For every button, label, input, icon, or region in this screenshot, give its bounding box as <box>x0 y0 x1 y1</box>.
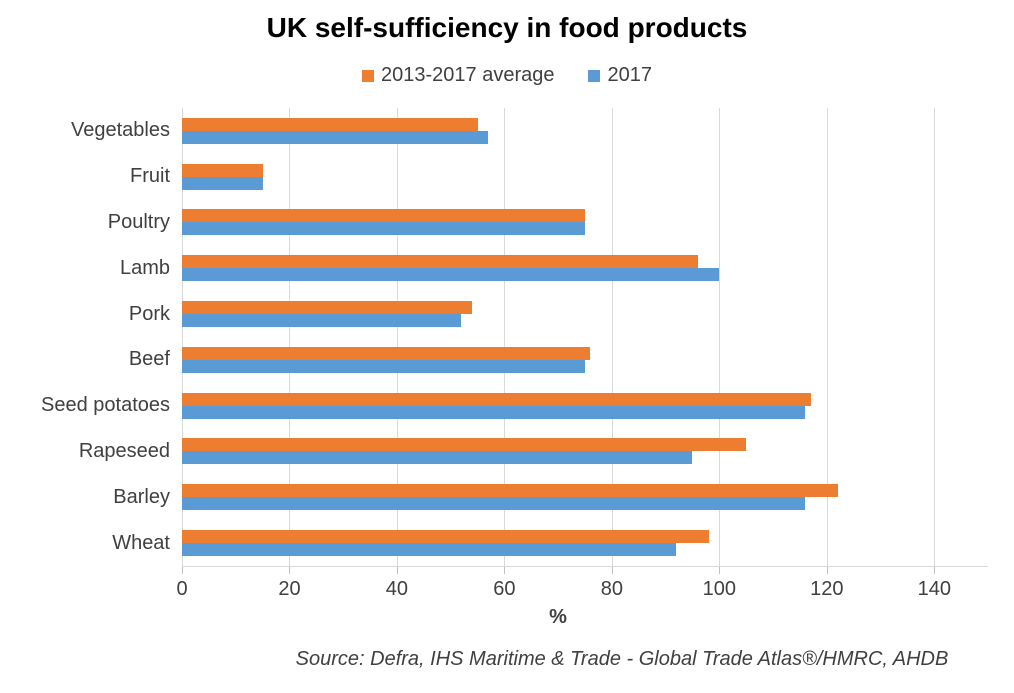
category-bars <box>182 392 988 419</box>
bar-2017 <box>182 268 720 282</box>
bar-2017 <box>182 359 585 373</box>
category-bars <box>182 346 988 373</box>
category-label: Rapeseed <box>78 439 170 462</box>
x-tick-mark <box>719 567 721 574</box>
category-label: Pork <box>128 302 170 325</box>
bar-2017 <box>182 497 806 511</box>
category-label: Barley <box>113 485 170 508</box>
x-tick-label-0: 0 <box>176 578 188 600</box>
x-tick-label-140: 140 <box>917 578 951 600</box>
x-tick-label-20: 20 <box>278 578 301 600</box>
category-bars <box>182 117 988 144</box>
category-row: Poultry <box>0 200 1014 246</box>
gridline-140 <box>934 108 936 566</box>
bar-2017 <box>182 222 585 236</box>
category-row: Beef <box>0 337 1014 383</box>
category-label: Poultry <box>107 210 170 233</box>
legend: 2013-2017 average 2017 <box>0 64 1014 87</box>
category-row: Fruit <box>0 154 1014 200</box>
category-row: Pork <box>0 291 1014 337</box>
x-tick-label-100: 100 <box>702 578 737 600</box>
plot-area <box>182 108 988 566</box>
bar-2013-2017-average <box>182 117 478 131</box>
bar-2017 <box>182 176 263 190</box>
bar-2017 <box>182 130 489 144</box>
category-bars <box>182 209 988 236</box>
x-tick-mark <box>611 567 613 574</box>
bar-2013-2017-average <box>182 346 591 360</box>
gridline-60 <box>504 108 506 566</box>
x-tick-mark <box>182 567 183 574</box>
legend-label: 2013-2017 average <box>381 64 555 86</box>
x-tick-mark <box>504 567 506 574</box>
category-label: Beef <box>128 348 170 371</box>
gridline-0 <box>182 108 183 566</box>
gridline-40 <box>396 108 398 566</box>
bar-2013-2017-average <box>182 530 709 544</box>
category-row: Wheat <box>0 520 1014 566</box>
bar-2013-2017-average <box>182 163 263 177</box>
gridline-120 <box>826 108 828 566</box>
chart-title: UK self-sufficiency in food products <box>266 12 748 43</box>
category-label: Lamb <box>119 256 170 279</box>
x-axis-label: % <box>549 606 567 628</box>
x-tick-mark <box>289 567 291 574</box>
legend-swatch-icon <box>588 69 601 82</box>
category-row: Vegetables <box>0 108 1014 154</box>
bar-2013-2017-average <box>182 392 811 406</box>
category-row: Lamb <box>0 245 1014 291</box>
x-tick-label-80: 80 <box>600 578 623 600</box>
gridline-100 <box>719 108 721 566</box>
legend-item-0: 2013-2017 average <box>362 64 554 87</box>
bar-rows: Vegetables Fruit Poultry Lamb Pork Beef Seed p… <box>0 108 1014 566</box>
bar-2017 <box>182 405 806 419</box>
legend-label: 2017 <box>607 64 652 86</box>
category-label: Wheat <box>112 531 170 554</box>
category-bars <box>182 255 988 282</box>
legend-swatch-icon <box>362 69 374 82</box>
category-row: Rapeseed <box>0 429 1014 475</box>
category-label: Fruit <box>130 165 170 188</box>
category-label: Vegetables <box>71 119 170 142</box>
bar-2017 <box>182 543 677 557</box>
source-note: Source: Defra, IHS Maritime & Trade - Gl… <box>295 648 949 670</box>
legend-item-1: 2017 <box>588 64 652 87</box>
category-row: Barley <box>0 474 1014 520</box>
category-bars <box>182 301 988 328</box>
bar-2017 <box>182 451 693 465</box>
category-bars <box>182 530 988 557</box>
bar-2013-2017-average <box>182 484 838 498</box>
x-tick-label-60: 60 <box>493 578 516 600</box>
bar-2013-2017-average <box>182 255 698 269</box>
x-tick-labels: 0 20 40 60 80 100 120 140 <box>176 578 988 602</box>
bar-2013-2017-average <box>182 209 585 223</box>
category-bars <box>182 438 988 465</box>
x-tick-mark <box>934 567 936 574</box>
bar-2017 <box>182 314 462 328</box>
gridline-20 <box>289 108 291 566</box>
x-tick-label-40: 40 <box>385 578 409 600</box>
bar-2013-2017-average <box>182 301 473 315</box>
x-tick-mark <box>396 567 398 574</box>
x-tick-mark <box>826 567 828 574</box>
category-bars <box>182 484 988 511</box>
category-row: Seed potatoes <box>0 383 1014 429</box>
category-bars <box>182 163 988 190</box>
x-axis <box>182 566 988 575</box>
bar-2013-2017-average <box>182 438 747 452</box>
gridline-80 <box>611 108 613 566</box>
x-tick-label-120: 120 <box>810 578 844 600</box>
category-label: Seed potatoes <box>41 394 170 417</box>
